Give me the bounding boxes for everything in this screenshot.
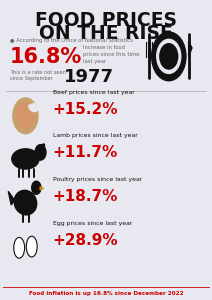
Circle shape [160, 44, 178, 69]
Circle shape [13, 98, 38, 134]
Circle shape [157, 39, 181, 74]
Circle shape [17, 103, 34, 129]
Text: +15.2%: +15.2% [53, 102, 118, 117]
Text: Increase in food
prices since this time
last year: Increase in food prices since this time … [83, 45, 139, 64]
Text: ON THE RISE: ON THE RISE [39, 24, 173, 43]
Text: 16.8%: 16.8% [10, 46, 82, 67]
Text: This is a rate not seen
since September: This is a rate not seen since September [10, 70, 66, 81]
Text: ● According to the Office of National Statistics: ● According to the Office of National St… [10, 38, 133, 43]
Ellipse shape [42, 144, 45, 148]
Text: Poultry prices since last year: Poultry prices since last year [53, 177, 142, 182]
Text: +18.7%: +18.7% [53, 189, 118, 204]
Text: +28.9%: +28.9% [53, 233, 118, 248]
Text: Beef prices since last year: Beef prices since last year [53, 90, 134, 95]
Text: Egg prices since last year: Egg prices since last year [53, 221, 132, 226]
Polygon shape [40, 187, 43, 190]
Text: Food inflation is up 16.8% since December 2022: Food inflation is up 16.8% since Decembe… [29, 291, 183, 296]
Polygon shape [189, 42, 192, 57]
Ellipse shape [26, 236, 37, 257]
Circle shape [35, 145, 46, 160]
Ellipse shape [14, 190, 37, 215]
Circle shape [32, 181, 41, 194]
Ellipse shape [12, 149, 39, 169]
Wedge shape [29, 103, 38, 112]
Circle shape [152, 32, 186, 81]
Ellipse shape [14, 237, 25, 258]
Text: FOOD PRICES: FOOD PRICES [35, 11, 177, 30]
Polygon shape [8, 191, 15, 205]
Text: 1977: 1977 [64, 68, 114, 86]
Text: +11.7%: +11.7% [53, 145, 118, 160]
Text: Lamb prices since last year: Lamb prices since last year [53, 133, 137, 138]
